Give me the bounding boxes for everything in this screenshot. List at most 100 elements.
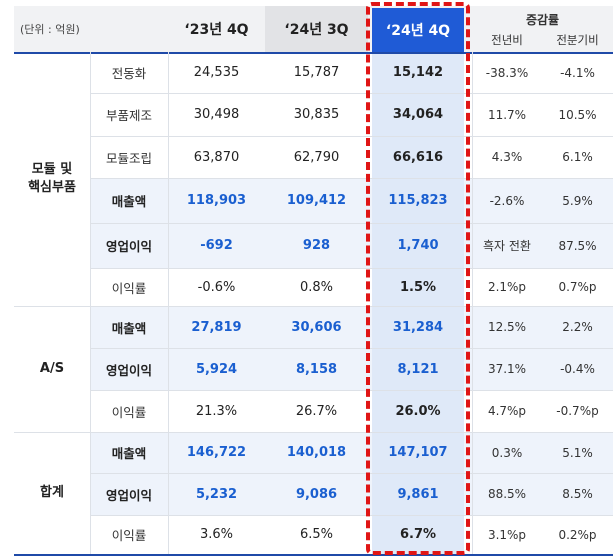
value-24-4q: 9,861 (397, 486, 439, 502)
qoq-change-cell: -4.1% (560, 65, 595, 80)
row-shade (90, 178, 613, 223)
value-24-3q: 928 (302, 238, 331, 253)
value-23-4q: 63,870 (193, 149, 240, 165)
yoy-change-cell: 흑자 전환 (483, 239, 531, 253)
grid-line (90, 348, 613, 349)
row-label: 부품제조 (105, 108, 152, 123)
value-24-4q: 1,740 (397, 238, 439, 253)
change-header: 증감률 (525, 12, 560, 27)
yoy-header: 전년비 (491, 33, 523, 47)
value-23-4q: 118,903 (186, 193, 247, 208)
qoq-change-cell: 2.2% (562, 320, 593, 334)
value-24-3q: 30,606 (291, 319, 342, 335)
row-label: 이익률 (111, 404, 147, 420)
yoy-change-cell: 37.1% (487, 362, 527, 376)
value-24-4q: 115,823 (388, 193, 448, 208)
qoq-change-cell: 8.5% (562, 487, 593, 501)
yoy-change-cell: 4.3% (491, 150, 523, 164)
value-24-3q: 6.5% (299, 527, 334, 542)
grid-line (90, 473, 613, 474)
highlight-header (372, 8, 464, 52)
row-shade (90, 223, 613, 268)
value-24-4q: 147,107 (388, 445, 448, 460)
row-label: 매출액 (111, 446, 147, 461)
value-24-3q: 109,412 (286, 193, 347, 208)
grid-line (90, 268, 613, 269)
value-24-3q: 15,787 (293, 65, 340, 80)
row-label: 전동화 (111, 66, 147, 81)
grid-line (90, 223, 613, 224)
row-label: 모듈조립 (105, 150, 152, 166)
row-label: 이익률 (111, 528, 147, 543)
value-24-4q: 31,284 (392, 319, 444, 335)
grid-line (90, 93, 613, 94)
header-rule (14, 52, 613, 54)
highlight-column (372, 52, 464, 555)
row-label: 영업이익 (105, 487, 152, 503)
value-24-4q: 6.7% (399, 527, 437, 542)
highlight-dashed-border (366, 2, 470, 555)
value-24-4q: 8,121 (397, 361, 439, 377)
qoq-change-cell: 87.5% (558, 238, 597, 253)
yoy-change-cell: 11.7% (487, 107, 527, 122)
value-24-3q: 140,018 (286, 445, 347, 460)
col-header-24-4q: ‘24년 4Q (385, 23, 451, 39)
value-24-4q: 26.0% (395, 403, 441, 419)
row-shade (90, 306, 613, 348)
value-23-4q: -0.6% (197, 279, 236, 295)
row-shade (90, 348, 613, 390)
row-shade (90, 473, 613, 515)
qoq-change-cell: 10.5% (558, 107, 597, 122)
header-change-background (472, 6, 613, 52)
value-23-4q: 3.6% (199, 527, 234, 542)
grid-line (90, 178, 613, 179)
value-24-3q: 9,086 (295, 486, 338, 502)
value-24-4q: 34,064 (392, 107, 444, 122)
grid-vline (472, 52, 473, 554)
value-24-4q: 1.5% (399, 279, 437, 295)
qoq-change-cell: -0.7%p (556, 404, 599, 418)
value-24-4q: 15,142 (392, 65, 444, 80)
row-label: 매출액 (111, 320, 147, 336)
grid-line (90, 515, 613, 516)
qoq-change-cell: 5.9% (562, 193, 593, 208)
value-24-3q: 26.7% (295, 403, 338, 419)
row-label: 영업이익 (105, 362, 152, 378)
value-24-4q: 66,616 (392, 149, 444, 165)
grid-line (90, 390, 613, 391)
unit-label: (단위 : 억원) (20, 23, 80, 36)
row-label: 영업이익 (105, 239, 152, 254)
grid-line (90, 136, 613, 137)
yoy-change-cell: 3.1%p (487, 527, 527, 542)
grid-vline (90, 52, 91, 554)
value-23-4q: 21.3% (195, 403, 238, 419)
yoy-change-cell: 12.5% (487, 320, 527, 334)
value-23-4q: 30,498 (193, 107, 240, 122)
group-divider (14, 306, 613, 307)
value-23-4q: 24,535 (193, 65, 240, 80)
group-divider (14, 432, 613, 433)
qoq-change-cell: 6.1% (562, 150, 593, 164)
yoy-change-cell: -38.3% (485, 65, 529, 80)
col-header-23-4q: ‘23년 4Q (184, 22, 249, 38)
yoy-change-cell: 88.5% (487, 487, 527, 501)
value-24-3q: 8,158 (295, 361, 338, 377)
group-name-line1: 모듈 및 (31, 162, 73, 177)
row-label: 이익률 (111, 280, 147, 296)
group-label-module: 모듈 및 핵심부품 (14, 52, 90, 306)
header-col2-background (265, 6, 368, 52)
qoq-change-cell: 5.1% (562, 445, 593, 460)
qoq-change-cell: -0.4% (560, 362, 595, 376)
qoq-change-cell: 0.7%p (558, 280, 597, 294)
row-label: 매출액 (111, 194, 147, 209)
table-bottom-rule (14, 554, 613, 556)
qoq-change-cell: 0.2%p (558, 527, 597, 542)
yoy-change-cell: 2.1%p (487, 280, 527, 294)
qoq-header: 전분기비 (556, 33, 599, 47)
value-24-3q: 62,790 (293, 149, 340, 165)
group-label-total: 합계 (40, 485, 64, 500)
value-23-4q: 5,232 (195, 486, 238, 502)
col-header-24-3q: ‘24년 3Q (284, 22, 349, 38)
value-23-4q: -692 (200, 238, 233, 253)
value-24-3q: 0.8% (299, 279, 334, 295)
